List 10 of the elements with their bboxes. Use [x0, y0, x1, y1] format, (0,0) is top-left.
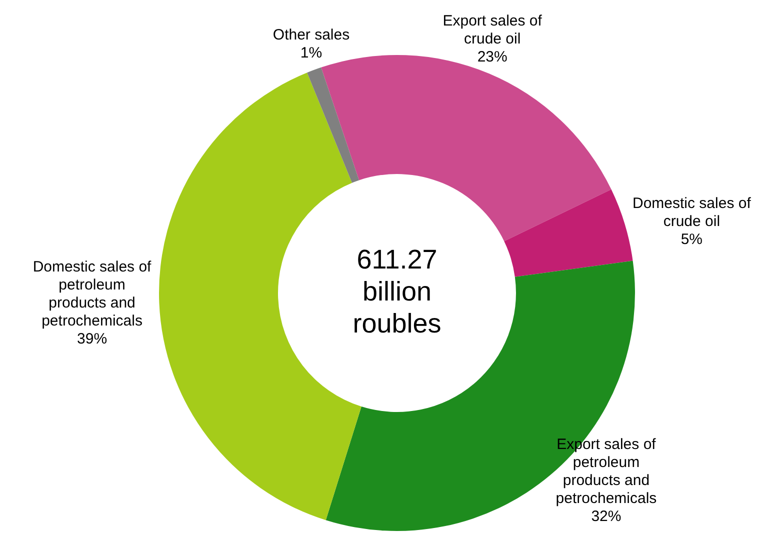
- slice-label: Other sales: [272, 26, 350, 44]
- data-label: 39%: [77, 330, 108, 348]
- text: 611.27 billion roubles: [352, 244, 442, 338]
- data-label: 23%: [477, 48, 508, 66]
- slice-label: Domestic sales of petroleum products and petrochemicals: [32, 258, 152, 330]
- data-label: 32%: [591, 508, 622, 526]
- slice-label: Domestic sales of crude oil: [632, 195, 752, 230]
- slice-label: Export sales of crude oil: [442, 12, 543, 48]
- data-label: 1%: [300, 44, 322, 62]
- data-label: 5%: [680, 231, 703, 248]
